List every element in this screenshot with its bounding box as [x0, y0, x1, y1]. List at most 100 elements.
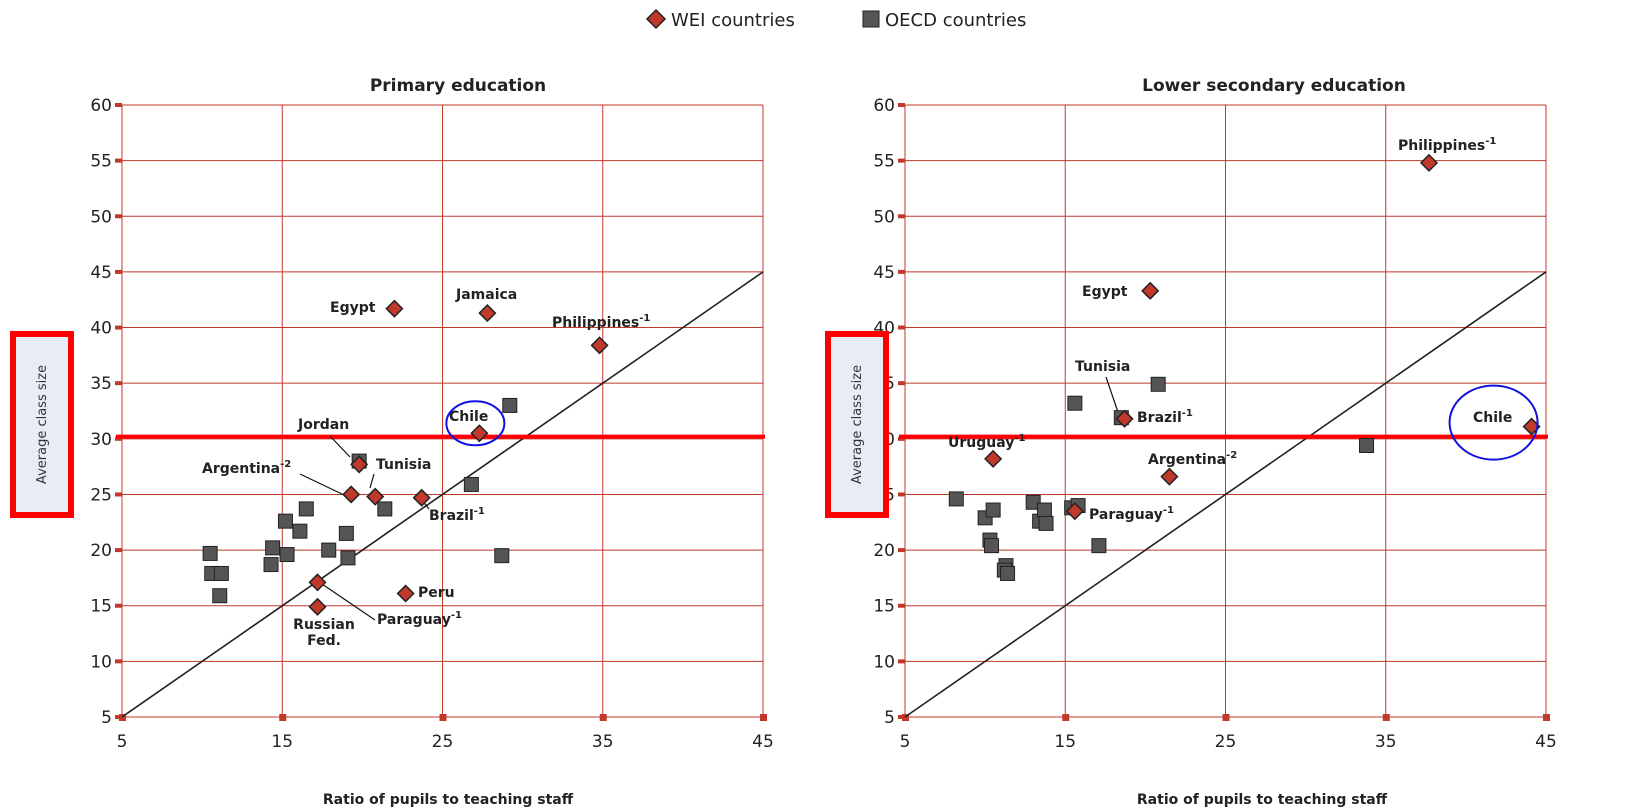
oecd-point: [985, 502, 1001, 518]
y-tick-mark: [115, 158, 122, 163]
wei-point-egypt: [1141, 281, 1160, 300]
point-labels: Egypt Jamaica Philippines-1 Chile Jordan Tuni…: [202, 287, 650, 649]
y-tick-label: 10: [873, 652, 895, 672]
wei-point-jamaica: [478, 304, 497, 323]
y-axis-label-box: Average class size: [10, 331, 74, 518]
label-chile: Chile: [1473, 410, 1512, 426]
legend-oecd-label: OECD countries: [885, 10, 1026, 31]
leader-line-paraguay: [321, 583, 376, 621]
x-tick-label: 15: [1054, 732, 1076, 752]
x-tick-mark: [760, 714, 767, 721]
diagonal-line: [121, 271, 764, 718]
oecd-point: [263, 557, 279, 573]
oecd-point: [213, 565, 229, 581]
label-egypt: Egypt: [330, 300, 376, 316]
x-tick-labels: 5 15 25 35 45: [900, 732, 1557, 752]
y-tick-mark: [115, 269, 122, 274]
y-axis-label: Average class size: [850, 365, 865, 484]
label-tunisia: Tunisia: [376, 457, 431, 473]
oecd-points: [202, 397, 518, 604]
y-tick-label: 45: [90, 263, 112, 283]
wei-point-brazil: [412, 488, 431, 507]
oecd-point: [292, 523, 308, 539]
y-tick-label: 20: [873, 541, 895, 561]
y-tick-label: 60: [873, 96, 895, 116]
x-tick-mark: [439, 714, 447, 721]
label-uruguay: Uruguay-1: [948, 433, 1026, 451]
x-tick-label: 25: [432, 732, 454, 752]
oecd-point: [1025, 494, 1041, 510]
y-tick-mark: [115, 548, 122, 553]
highlight-circle-chile: [1448, 384, 1539, 461]
oecd-point: [1150, 376, 1166, 392]
y-tick-label: 50: [90, 207, 112, 227]
wei-point-jordan: [350, 455, 369, 474]
label-egypt: Egypt: [1082, 284, 1128, 300]
wei-point-philippines: [590, 336, 609, 355]
y-tick-label: 45: [873, 263, 895, 283]
y-tick-label: 15: [90, 597, 112, 617]
wei-point-paraguay: [1065, 502, 1084, 521]
label-brazil: Brazil-1: [429, 506, 485, 524]
label-philippines: Philippines-1: [1398, 136, 1496, 154]
leader-line-tunisia: [369, 473, 375, 489]
x-tick-label: 35: [592, 732, 614, 752]
oecd-point: [1036, 502, 1052, 518]
diamond-icon: [645, 8, 667, 30]
y-tick-label: 5: [884, 708, 895, 728]
legend: WEI countries OECD countries: [645, 8, 1026, 31]
wei-point-peru: [396, 584, 415, 603]
label-jamaica: Jamaica: [455, 287, 517, 303]
reference-line: [904, 271, 1547, 718]
y-tick-mark: [115, 659, 122, 664]
grid: [115, 103, 767, 721]
oecd-point: [340, 550, 356, 566]
oecd-point: [377, 501, 393, 517]
x-tick-mark: [599, 714, 607, 721]
oecd-point: [1038, 515, 1054, 531]
wei-point-argentina: [1160, 467, 1179, 486]
y-tick-label: 15: [873, 597, 895, 617]
wei-point-brazil: [1115, 409, 1134, 428]
wei-points: [308, 299, 609, 616]
label-paraguay: Paraguay-1: [1089, 505, 1174, 523]
label-russian-fed: Russian: [293, 617, 355, 633]
x-tick-mark: [1543, 714, 1550, 721]
label-brazil: Brazil-1: [1137, 408, 1193, 426]
y-tick-mark: [115, 715, 122, 719]
highlight-circle: [1448, 384, 1539, 461]
label-chile: Chile: [449, 409, 488, 425]
label-russian-fed: Fed.: [307, 633, 341, 649]
label-jordan: Jordan: [297, 417, 349, 433]
y-tick-label: 55: [873, 152, 895, 172]
wei-point-argentina: [342, 485, 361, 504]
reference-line: [121, 271, 764, 718]
y-tick-label: 10: [90, 652, 112, 672]
y-tick-label: 20: [90, 541, 112, 561]
leader-line-jordan: [329, 435, 351, 458]
wei-point-paraguay: [308, 573, 327, 592]
highlight-circle: [445, 400, 506, 447]
oecd-point: [298, 501, 314, 517]
x-tick-label: 5: [117, 732, 128, 752]
label-argentina: Argentina-2: [1148, 450, 1237, 468]
y-tick-mark: [115, 436, 122, 441]
y-tick-label: 55: [90, 152, 112, 172]
oecd-point: [1000, 565, 1016, 581]
x-tick-label: 15: [271, 732, 293, 752]
oecd-points: [948, 376, 1375, 581]
label-tunisia: Tunisia: [1075, 359, 1130, 375]
y-tick-mark: [898, 603, 905, 608]
x-axis-label: Ratio of pupils to teaching staff: [323, 792, 574, 808]
oecd-point: [321, 542, 337, 558]
legend-wei-label: WEI countries: [671, 10, 795, 31]
y-tick-label: 60: [90, 96, 112, 116]
y-axis-label: Average class size: [35, 365, 50, 484]
square-icon: [862, 10, 880, 28]
point-labels: Philippines-1 Egypt Brazil-1 Chile Uruguay-1…: [948, 136, 1512, 523]
y-tick-mark: [115, 325, 122, 330]
oecd-point: [265, 540, 281, 556]
wei-points: [984, 153, 1541, 521]
oecd-point: [1067, 395, 1083, 411]
